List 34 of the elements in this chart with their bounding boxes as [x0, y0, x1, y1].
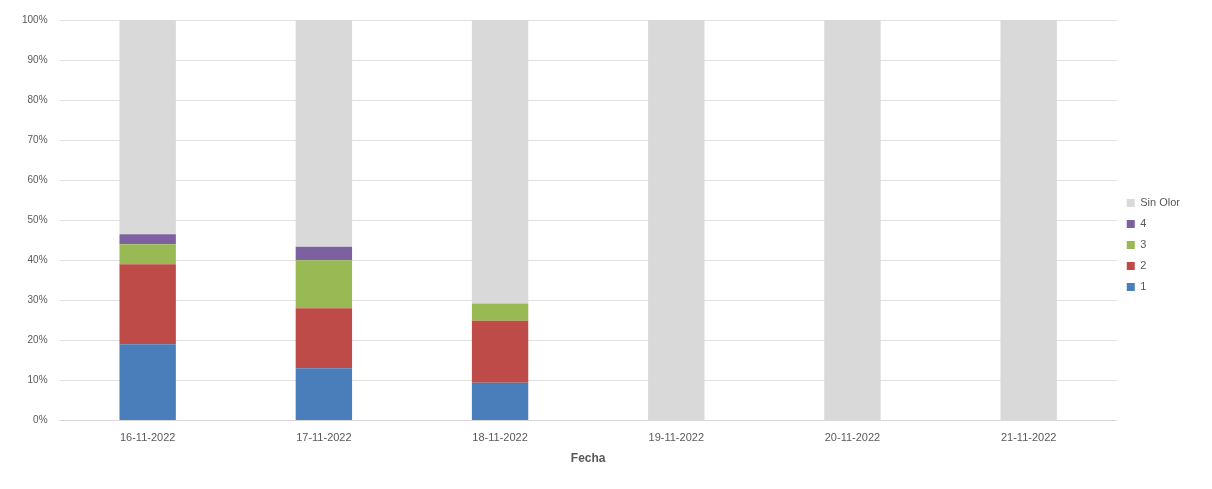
- bar: [119, 244, 176, 265]
- legend-label: Sin Olor: [1140, 196, 1181, 209]
- y-tick-label: 50%: [27, 213, 48, 225]
- bar: [119, 344, 176, 420]
- y-tick-label: 30%: [27, 294, 48, 306]
- legend-label: 3: [1140, 238, 1147, 251]
- bar: [295, 368, 353, 420]
- y-tick-label: 20%: [27, 334, 48, 346]
- y-tick-label: 0%: [33, 414, 48, 426]
- bar: [295, 308, 353, 369]
- bar: [295, 246, 353, 261]
- bar: [119, 264, 176, 345]
- bar: [119, 234, 176, 245]
- x-tick-label: 19-11-2022: [648, 431, 704, 444]
- bar: [471, 382, 529, 420]
- x-tick-label: 17-11-2022: [296, 431, 352, 444]
- x-tick-label: 18-11-2022: [472, 431, 528, 444]
- legend-label: 1: [1140, 280, 1147, 293]
- y-tick-label: 10%: [27, 374, 48, 386]
- y-tick-label: 60%: [27, 173, 48, 185]
- y-tick-label: 80%: [27, 93, 48, 105]
- y-tick-label: 90%: [27, 53, 48, 65]
- x-axis-title: Fecha: [570, 451, 606, 466]
- y-tick-label: 70%: [27, 133, 48, 145]
- y-tick-label: 100%: [22, 13, 48, 25]
- bar: [471, 303, 529, 321]
- x-tick-label: 21-11-2022: [1000, 431, 1057, 444]
- x-tick-label: 20-11-2022: [824, 431, 881, 444]
- y-tick-label: 40%: [27, 253, 48, 265]
- legend-label: 2: [1140, 259, 1147, 272]
- bar: [295, 260, 353, 309]
- legend-label: 4: [1140, 217, 1147, 230]
- bar: [471, 320, 529, 383]
- x-tick-label: 16-11-2022: [119, 431, 176, 444]
